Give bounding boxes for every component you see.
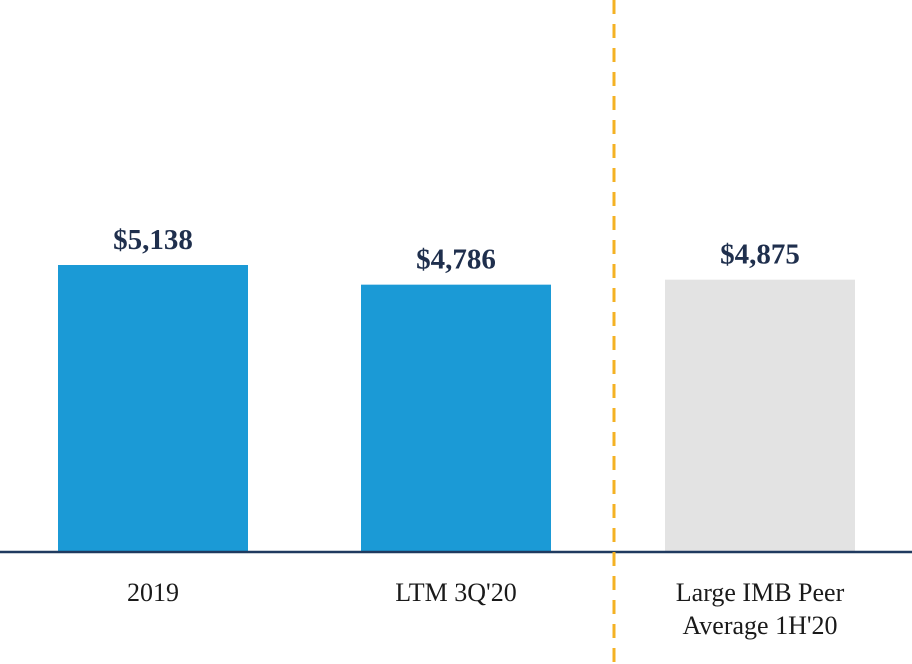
tick-labels-group: 2019 LTM 3Q'20 Large IMB Peer Average 1H'20 [127, 578, 845, 640]
value-label-3: $4,875 [720, 239, 800, 271]
bar-1 [58, 265, 248, 552]
category-label-3-line-2: Average 1H'20 [682, 611, 837, 640]
category-label-3-line-1: Large IMB Peer [676, 578, 845, 607]
category-label-2: LTM 3Q'20 [395, 578, 516, 607]
bars-group [58, 265, 855, 552]
bar-3 [665, 279, 855, 552]
value-label-1: $5,138 [113, 224, 193, 256]
category-label-1: 2019 [127, 578, 179, 607]
value-labels-group: $5,138 $4,786 $4,875 [113, 224, 800, 276]
value-label-2: $4,786 [416, 244, 496, 276]
bar-2 [361, 284, 551, 552]
